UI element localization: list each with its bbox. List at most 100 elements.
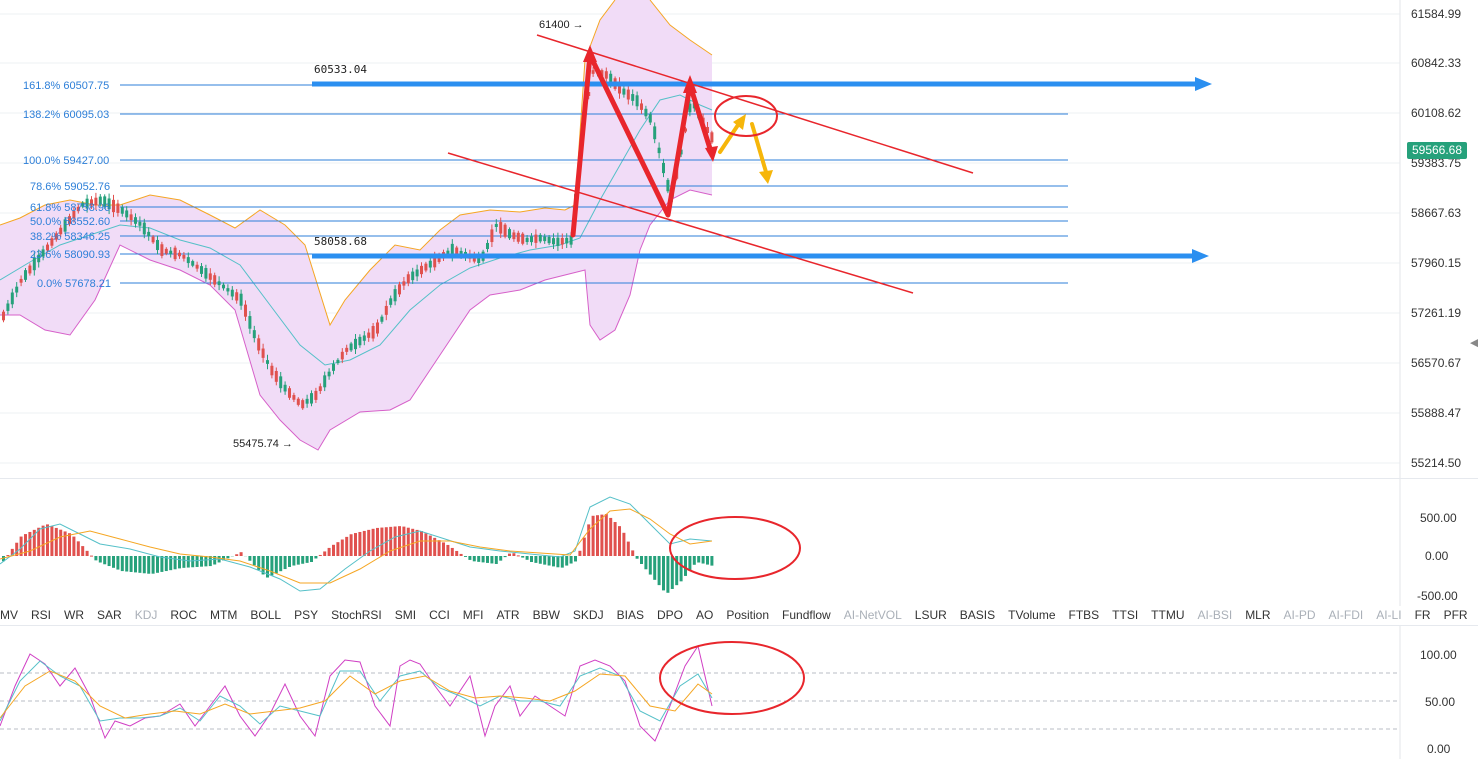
highlight-circle-price bbox=[715, 96, 777, 136]
tab-kdj[interactable]: KDJ bbox=[135, 608, 158, 622]
macd-bar bbox=[451, 548, 454, 556]
tab-psy[interactable]: PSY bbox=[294, 608, 318, 622]
tab-wr[interactable]: WR bbox=[64, 608, 84, 622]
candle-body bbox=[301, 400, 304, 408]
macd-bar bbox=[134, 556, 137, 572]
price-axis: 61584.99 60842.33 60108.62 59383.75 5866… bbox=[1411, 7, 1461, 470]
macd-axis-label: -500.00 bbox=[1417, 589, 1458, 603]
macd-bar bbox=[253, 556, 256, 565]
tab-fr[interactable]: FR bbox=[1415, 608, 1431, 622]
candle-body bbox=[231, 290, 234, 297]
tab-roc[interactable]: ROC bbox=[170, 608, 197, 622]
tab-stochrsi[interactable]: StochRSI bbox=[331, 608, 382, 622]
macd-bar bbox=[187, 556, 190, 568]
candle-body bbox=[605, 71, 608, 78]
tab-lsur[interactable]: LSUR bbox=[915, 608, 947, 622]
tab-ao[interactable]: AO bbox=[696, 608, 713, 622]
macd-pane[interactable]: 500.00 0.00 -500.00 bbox=[0, 478, 1478, 606]
tab-ai-bsi[interactable]: AI-BSI bbox=[1198, 608, 1233, 622]
candle-body bbox=[530, 237, 533, 243]
low-annotation: 55475.74 → bbox=[233, 438, 293, 450]
candle-body bbox=[222, 285, 225, 289]
high-annotation: 61400 → bbox=[539, 19, 584, 31]
macd-bar bbox=[301, 556, 304, 564]
tab-atr[interactable]: ATR bbox=[496, 608, 519, 622]
macd-bar bbox=[81, 546, 84, 556]
price-axis-label: 60108.62 bbox=[1411, 106, 1461, 120]
tab-ttsi[interactable]: TTSI bbox=[1112, 608, 1138, 622]
tab-ai-pd[interactable]: AI-PD bbox=[1284, 608, 1316, 622]
tab-smi[interactable]: SMI bbox=[395, 608, 416, 622]
tab-ftbs[interactable]: FTBS bbox=[1069, 608, 1100, 622]
macd-bar bbox=[693, 556, 696, 565]
candle-body bbox=[253, 330, 256, 338]
tab-pfr[interactable]: PFR bbox=[1444, 608, 1468, 622]
tab-ttmu[interactable]: TTMU bbox=[1151, 608, 1184, 622]
tab-tvolume[interactable]: TVolume bbox=[1008, 608, 1055, 622]
tab-ai-li[interactable]: AI-LI bbox=[1376, 608, 1401, 622]
tab-bbw[interactable]: BBW bbox=[533, 608, 560, 622]
tab-skdj[interactable]: SKDJ bbox=[573, 608, 604, 622]
macd-bar bbox=[455, 551, 458, 556]
candle-body bbox=[345, 348, 348, 352]
candle-body bbox=[235, 292, 238, 300]
tab-bias[interactable]: BIAS bbox=[617, 608, 644, 622]
price-axis-label: 57960.15 bbox=[1411, 256, 1461, 270]
candle-body bbox=[424, 264, 427, 271]
tab-cci[interactable]: CCI bbox=[429, 608, 450, 622]
macd-svg: 500.00 0.00 -500.00 bbox=[0, 479, 1478, 606]
candle-body bbox=[631, 94, 634, 101]
tab-ai-netvol[interactable]: AI-NetVOL bbox=[844, 608, 902, 622]
macd-bar bbox=[512, 553, 515, 556]
tab-ai-fdi[interactable]: AI-FDI bbox=[1329, 608, 1364, 622]
tab-rsi[interactable]: RSI bbox=[31, 608, 51, 622]
candle-body bbox=[196, 265, 199, 269]
macd-bar bbox=[160, 556, 163, 572]
current-price-tag: 59566.68 bbox=[1407, 142, 1467, 159]
candle-body bbox=[191, 261, 194, 266]
macd-bar bbox=[684, 556, 687, 576]
tab-mfi[interactable]: MFI bbox=[463, 608, 484, 622]
tab-mv[interactable]: MV bbox=[0, 608, 18, 622]
macd-histogram bbox=[2, 514, 713, 593]
collapse-chevron-icon[interactable]: ◀ bbox=[1470, 332, 1478, 354]
macd-bar bbox=[534, 556, 537, 563]
macd-bar bbox=[697, 556, 700, 563]
tab-mlr[interactable]: MLR bbox=[1245, 608, 1270, 622]
candle-body bbox=[548, 237, 551, 243]
candle-body bbox=[534, 235, 537, 243]
kdj-pane[interactable]: 100.00 50.00 0.00 bbox=[0, 625, 1478, 759]
tab-basis[interactable]: BASIS bbox=[960, 608, 995, 622]
macd-bar bbox=[354, 533, 357, 556]
macd-bar bbox=[605, 514, 608, 556]
fib-label-138: 138.2% 60095.03 bbox=[23, 109, 109, 121]
price-chart-pane[interactable]: 61400 → 55475.74 → 60533.04 58058.68 161… bbox=[0, 0, 1478, 478]
fib-label-0: 0.0% 57678.21 bbox=[37, 278, 111, 290]
candle-body bbox=[512, 232, 515, 239]
macd-bar bbox=[539, 556, 542, 564]
kdj-k-line bbox=[0, 661, 712, 724]
tab-mtm[interactable]: MTM bbox=[210, 608, 237, 622]
macd-bar bbox=[666, 556, 669, 593]
tab-dpo[interactable]: DPO bbox=[657, 608, 683, 622]
macd-bar bbox=[64, 531, 67, 556]
macd-bar bbox=[90, 556, 93, 557]
tab-position[interactable]: Position bbox=[726, 608, 769, 622]
macd-bar bbox=[314, 556, 317, 558]
macd-bar bbox=[495, 556, 498, 564]
tab-sar[interactable]: SAR bbox=[97, 608, 122, 622]
macd-bar bbox=[658, 556, 661, 585]
tab-fundflow[interactable]: Fundflow bbox=[782, 608, 831, 622]
macd-bar bbox=[490, 556, 493, 563]
fib-label-23: 23.6% 58090.93 bbox=[30, 249, 110, 261]
candle-body bbox=[209, 273, 212, 279]
tab-boll[interactable]: BOLL bbox=[250, 608, 281, 622]
macd-bar bbox=[460, 554, 463, 556]
fib-label-61: 61.8% 58758.96 bbox=[30, 202, 110, 214]
candle-body bbox=[178, 253, 181, 257]
upper-level-label: 60533.04 bbox=[314, 63, 367, 76]
macd-bar bbox=[86, 551, 89, 556]
macd-bar bbox=[178, 556, 181, 568]
candle-body bbox=[517, 233, 520, 242]
candle-body bbox=[11, 293, 14, 305]
